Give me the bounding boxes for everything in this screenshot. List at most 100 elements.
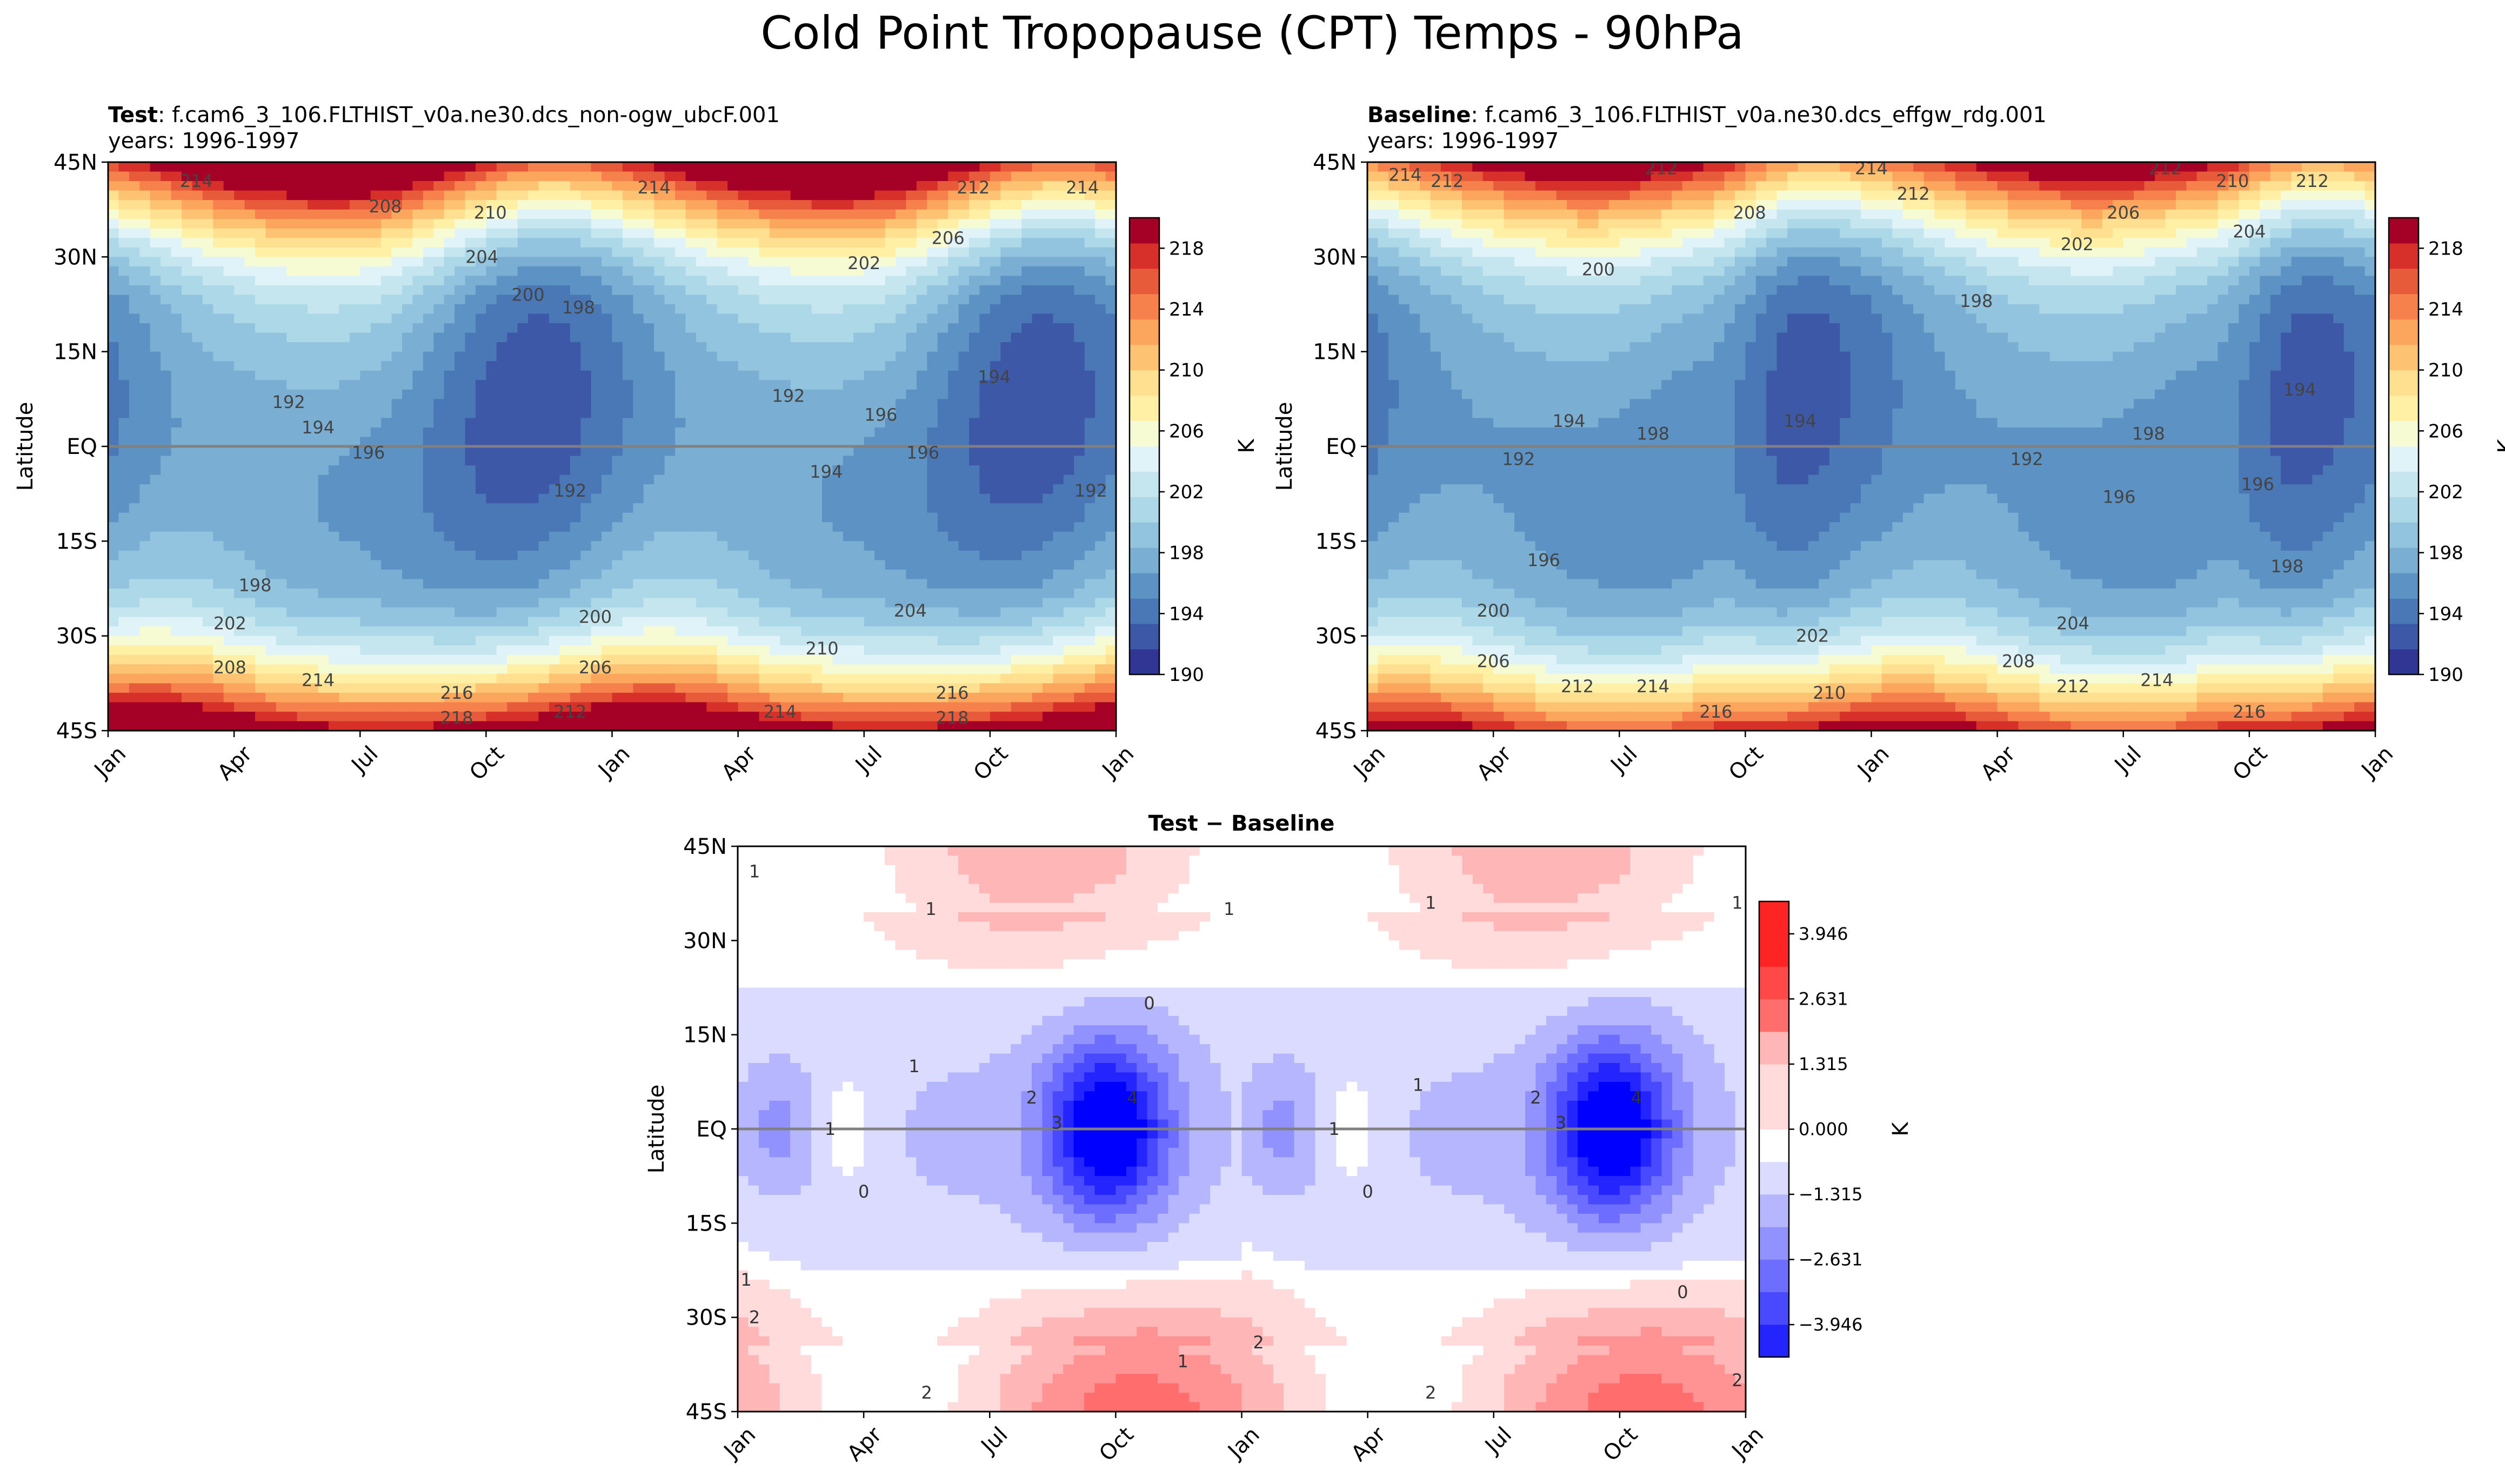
test-cell — [885, 370, 896, 380]
test-cell — [455, 607, 466, 618]
test-cell — [171, 654, 182, 665]
test-cell — [161, 522, 172, 532]
test-cell — [223, 654, 235, 665]
test-cell — [749, 626, 760, 637]
test-cell — [108, 304, 119, 315]
test-cell — [696, 626, 707, 637]
test-cell — [622, 522, 633, 532]
test-cell — [738, 399, 749, 409]
test-cell — [896, 673, 907, 684]
test-cell — [853, 304, 865, 315]
test-cell — [675, 342, 686, 352]
test-cell — [423, 589, 434, 599]
test-cell — [570, 437, 581, 447]
test-cell — [423, 313, 434, 324]
test-cell — [969, 408, 980, 418]
test-cell — [276, 332, 287, 343]
test-cell — [192, 418, 203, 428]
test-cell — [979, 228, 991, 238]
test-cell — [308, 351, 319, 362]
test-cell — [664, 418, 676, 428]
test-cell — [161, 636, 172, 646]
test-cell — [192, 692, 203, 703]
test-cell — [790, 247, 801, 257]
test-cell — [622, 332, 633, 343]
test-cell — [717, 617, 728, 627]
test-cell — [202, 399, 213, 409]
test-cell — [958, 579, 970, 589]
test-cell — [927, 446, 938, 457]
test-cell — [181, 351, 193, 362]
test-cell — [339, 304, 350, 315]
test-cell — [790, 456, 801, 466]
test-cell — [916, 683, 927, 693]
test-cell — [465, 654, 476, 665]
test-cell — [265, 569, 277, 580]
test-cell — [244, 664, 256, 674]
test-cell — [937, 446, 948, 457]
test-cell — [381, 721, 392, 731]
test-cell — [801, 654, 812, 665]
test-cell — [643, 418, 654, 428]
test-cell — [664, 238, 676, 248]
test-cell — [517, 626, 529, 637]
test-cell — [727, 617, 739, 627]
test-cell — [559, 589, 571, 599]
test-cell — [885, 531, 896, 542]
test-cell — [538, 465, 550, 476]
test-cell — [969, 654, 980, 665]
test-cell — [570, 323, 581, 333]
test-cell — [864, 247, 875, 257]
test-cell — [769, 247, 780, 257]
test-cell — [759, 408, 770, 418]
test-cell — [108, 446, 119, 457]
test-cell — [622, 446, 633, 457]
test-cell — [622, 190, 633, 200]
test-cell — [444, 351, 455, 362]
test-cell — [664, 626, 676, 637]
test-cell — [549, 702, 560, 712]
test-cell — [602, 389, 613, 399]
test-cell — [675, 636, 686, 646]
test-cell — [780, 541, 791, 551]
test-cell — [433, 380, 445, 390]
test-cell — [811, 285, 823, 296]
test-cell — [685, 589, 697, 599]
test-cell — [749, 598, 760, 608]
test-cell — [161, 285, 172, 296]
test-cell — [874, 209, 886, 219]
test-cell — [801, 531, 812, 542]
test-cell — [570, 569, 581, 580]
test-cell — [948, 531, 959, 542]
test-cell — [349, 569, 360, 580]
test-cell — [843, 560, 854, 570]
test-cell — [811, 692, 823, 703]
test-cell — [570, 171, 581, 182]
test-cell — [706, 702, 718, 712]
test-cell — [822, 295, 833, 305]
test-cell — [286, 285, 298, 296]
test-cell — [549, 531, 560, 542]
test-cell — [780, 427, 791, 438]
test-cell — [276, 512, 287, 523]
test-cell — [696, 332, 707, 343]
test-cell — [948, 399, 959, 409]
test-cell — [129, 531, 140, 542]
test-cell — [896, 512, 907, 523]
test-cell — [969, 664, 980, 674]
test-cell — [465, 579, 476, 589]
test-cell — [727, 474, 739, 485]
test-cell — [622, 493, 633, 504]
test-cell — [570, 550, 581, 560]
test-cell — [969, 162, 980, 172]
test-cell — [948, 351, 959, 362]
test-cell — [916, 313, 927, 324]
test-cell — [171, 370, 182, 380]
test-cell — [759, 247, 770, 257]
test-cell — [906, 541, 917, 551]
test-cell — [822, 427, 833, 438]
test-cell — [528, 285, 539, 296]
test-cell — [213, 323, 224, 333]
test-cell — [559, 209, 571, 219]
test-cell — [853, 200, 865, 210]
